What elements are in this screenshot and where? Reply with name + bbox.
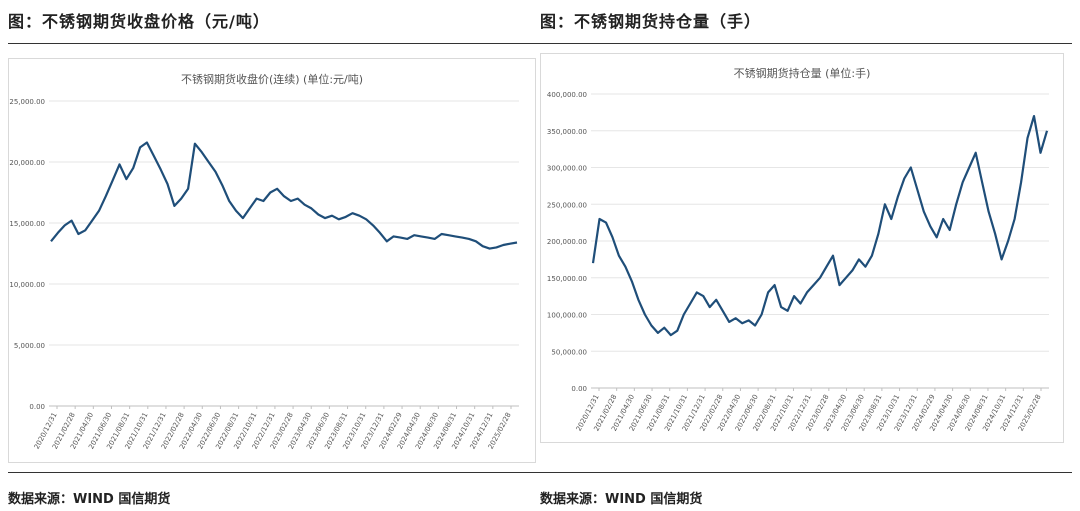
series-line [50,141,518,250]
y-tick-label: 20,000.00 [9,159,45,167]
y-tick-label: 250,000.00 [547,201,587,209]
chart-title: 不锈钢期货收盘价(连续) (单位:元/吨) [181,72,363,86]
y-tick-label: 0.00 [29,403,45,411]
right-figure-caption: 图：不锈钢期货持仓量（手） [540,12,762,31]
chart-title: 不锈钢期货持仓量 (单位:手) [734,66,871,80]
y-tick-label: 400,000.00 [547,91,587,99]
price-chart-panel: 不锈钢期货收盘价(连续) (单位:元/吨) 0.00 5,000.00 10,000.… [8,58,536,463]
y-tick-label: 5,000.00 [14,342,45,350]
y-tick-label: 25,000.00 [9,98,45,106]
price-chart: 不锈钢期货收盘价(连续) (单位:元/吨) 0.00 5,000.00 10,000.… [9,72,519,451]
bottom-rule [8,472,1072,473]
open-interest-chart: 不锈钢期货持仓量 (单位:手) 0.00 50,000.00 100,000.00 15… [547,66,1049,433]
y-tick-label: 350,000.00 [547,128,587,136]
open-interest-chart-panel: 不锈钢期货持仓量 (单位:手) 0.00 50,000.00 100,000.00 15… [540,53,1064,443]
right-source-note: 数据来源：WIND 国信期货 [540,492,703,507]
y-tick-label: 150,000.00 [547,275,587,283]
series-line [591,115,1049,337]
y-tick-label: 50,000.00 [551,348,587,356]
y-tick-label: 10,000.00 [9,281,45,289]
top-rule [8,43,1072,44]
y-tick-label: 200,000.00 [547,238,587,246]
y-tick-label: 300,000.00 [547,165,587,173]
left-figure-caption: 图：不锈钢期货收盘价格（元/吨） [8,12,270,31]
y-tick-label: 0.00 [571,385,587,393]
y-tick-label: 100,000.00 [547,312,587,320]
y-tick-label: 15,000.00 [9,220,45,228]
left-source-note: 数据来源：WIND 国信期货 [8,492,171,507]
